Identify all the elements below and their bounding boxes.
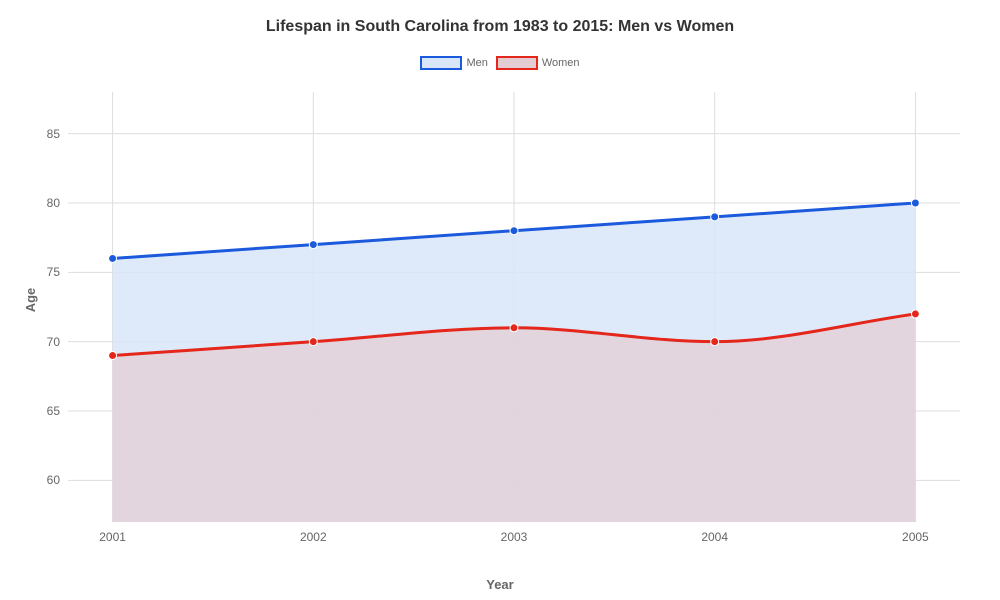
marker-men-3 [711,213,719,221]
plot-area: 60657075808520012002200320042005 [68,92,960,522]
marker-women-2 [510,324,518,332]
marker-men-4 [911,199,919,207]
y-tick-label: 65 [28,404,68,418]
legend-label-women: Women [542,57,580,69]
marker-women-3 [711,338,719,346]
y-tick-label: 70 [28,335,68,349]
legend: Men Women [0,56,1000,70]
x-tick-label: 2003 [484,522,544,544]
x-tick-label: 2005 [885,522,945,544]
marker-women-4 [911,310,919,318]
legend-item-men: Men [420,56,487,70]
y-tick-label: 85 [28,127,68,141]
x-tick-label: 2004 [685,522,745,544]
legend-item-women: Women [496,56,580,70]
marker-women-0 [109,352,117,360]
y-tick-label: 75 [28,265,68,279]
marker-men-2 [510,227,518,235]
x-tick-label: 2002 [283,522,343,544]
legend-swatch-men [420,56,462,70]
marker-men-1 [309,241,317,249]
y-tick-label: 80 [28,196,68,210]
chart-svg [68,92,960,522]
legend-label-men: Men [466,57,487,69]
marker-men-0 [109,254,117,262]
y-axis-label: Age [23,288,38,313]
x-axis-label: Year [0,577,1000,592]
chart-title: Lifespan in South Carolina from 1983 to … [0,18,1000,36]
legend-swatch-women [496,56,538,70]
marker-women-1 [309,338,317,346]
y-tick-label: 60 [28,473,68,487]
x-tick-label: 2001 [83,522,143,544]
chart-container: Lifespan in South Carolina from 1983 to … [0,0,1000,600]
